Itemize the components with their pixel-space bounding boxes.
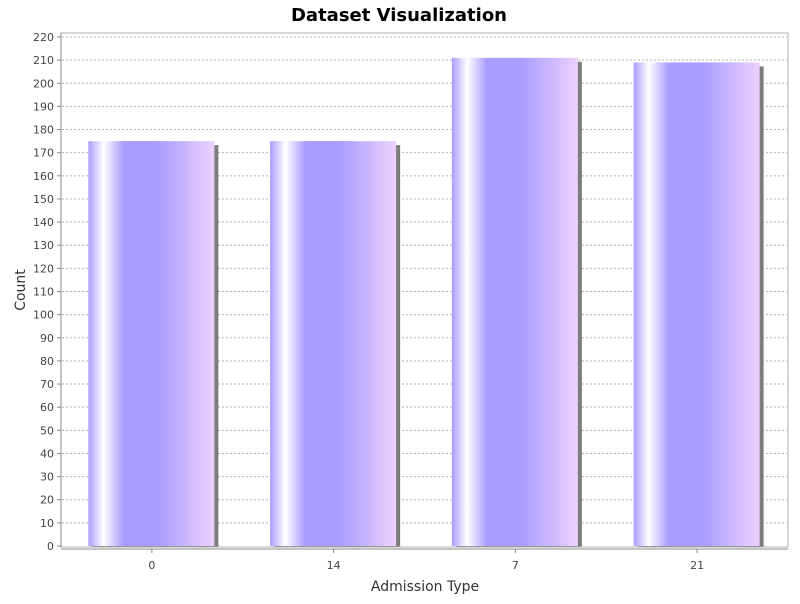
y-tick-label: 90 (40, 332, 54, 345)
bar (633, 62, 760, 546)
y-tick-label: 120 (33, 262, 54, 275)
x-tick-label: 14 (327, 559, 341, 572)
y-tick-label: 80 (40, 355, 54, 368)
y-tick-label: 50 (40, 424, 54, 437)
y-tick-label: 200 (33, 77, 54, 90)
y-tick-label: 130 (33, 239, 54, 252)
y-axis-ticks: 0 10 20 30 40 50 60 70 80 90 100 110 120 130 140 150 160… (33, 31, 61, 553)
x-tick-label: 21 (690, 559, 704, 572)
y-tick-label: 180 (33, 124, 54, 137)
y-tick-label: 100 (33, 309, 54, 322)
bar (270, 141, 397, 546)
bar (451, 57, 578, 547)
y-tick-label: 70 (40, 378, 54, 391)
y-tick-label: 160 (33, 170, 54, 183)
y-tick-label: 140 (33, 216, 54, 229)
y-tick-label: 60 (40, 401, 54, 414)
y-axis-title: Count (13, 269, 29, 311)
bars (88, 57, 764, 547)
y-tick-label: 170 (33, 147, 54, 160)
x-axis-title: Admission Type (371, 579, 479, 595)
x-axis-ticks: 0 14 7 21 (148, 549, 704, 572)
y-tick-label: 110 (33, 286, 54, 299)
y-tick-label: 10 (40, 517, 54, 530)
y-tick-label: 190 (33, 100, 54, 113)
y-tick-label: 40 (40, 447, 54, 460)
chart-title: Dataset Visualization (291, 5, 507, 26)
y-tick-label: 220 (33, 31, 54, 44)
y-tick-label: 210 (33, 54, 54, 67)
bar (88, 141, 215, 546)
x-tick-label: 7 (512, 559, 519, 572)
y-tick-label: 30 (40, 471, 54, 484)
y-tick-label: 150 (33, 193, 54, 206)
y-tick-label: 0 (47, 540, 54, 553)
y-tick-label: 20 (40, 494, 54, 507)
x-tick-label: 0 (148, 559, 155, 572)
